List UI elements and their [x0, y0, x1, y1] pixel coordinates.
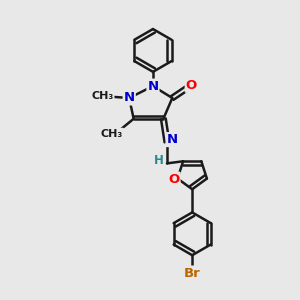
Text: CH₃: CH₃ [91, 91, 114, 101]
Text: H: H [154, 154, 164, 167]
Text: N: N [124, 92, 135, 104]
Text: O: O [168, 172, 180, 186]
Text: CH₃: CH₃ [101, 129, 123, 139]
Text: N: N [147, 80, 158, 93]
Text: Br: Br [184, 266, 201, 280]
Text: N: N [167, 133, 178, 146]
Text: O: O [186, 79, 197, 92]
